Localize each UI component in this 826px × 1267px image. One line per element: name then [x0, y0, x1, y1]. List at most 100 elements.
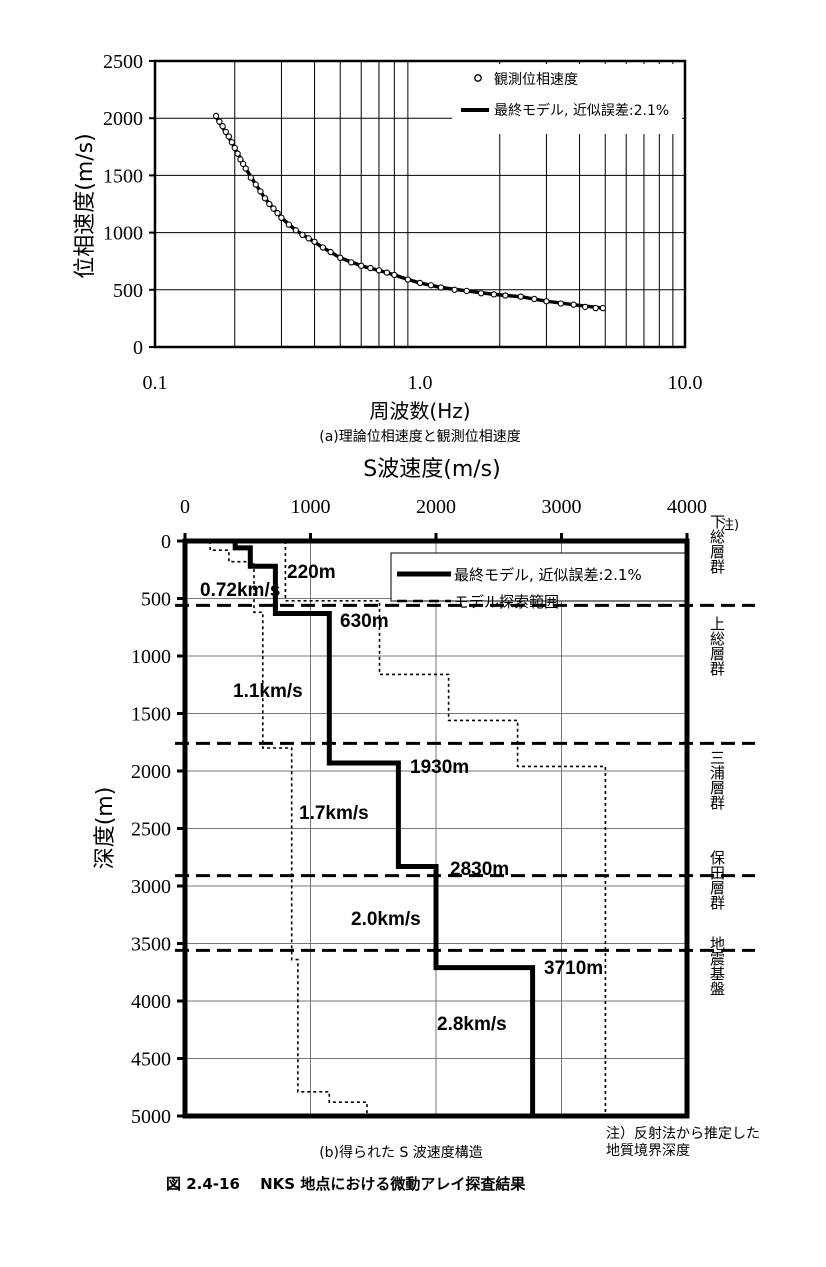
x-tick-labels: 0 1000 2000 3000 4000 — [180, 496, 707, 518]
observed-point — [490, 291, 498, 298]
observed-point — [477, 290, 485, 297]
y-axis-label: 深度(m) — [93, 787, 118, 870]
search-range-max-line — [284, 541, 607, 1116]
y-tick-label: 5000 — [131, 1106, 171, 1128]
observed-point — [416, 279, 424, 287]
top-axis-label: S波速度(m/s) — [363, 457, 500, 482]
note-text: 注）反射法から推定した地質境界深度 — [606, 1126, 760, 1159]
observed-point — [212, 112, 220, 120]
y-tick-label: 4000 — [131, 991, 171, 1013]
observed-point — [299, 231, 306, 239]
observed-point — [327, 248, 334, 256]
y-tick-label: 2500 — [131, 819, 171, 841]
observed-point — [234, 150, 241, 157]
legend: 観測位相速度 最終モデル, 近似誤差:2.1% — [452, 64, 682, 134]
observed-point — [237, 156, 244, 163]
geology-label-hota: 保田層群 — [708, 850, 726, 910]
plot-frame — [153, 59, 687, 349]
observed-point — [404, 276, 412, 283]
observed-point — [292, 227, 299, 234]
grid-lines — [177, 533, 689, 1118]
caption-a: (a)理論位相速度と観測位相速度 — [319, 428, 521, 445]
observed-point — [278, 214, 285, 221]
observed-point — [592, 304, 599, 312]
observed-point — [252, 181, 259, 188]
y-tick-label: 4500 — [131, 1049, 171, 1071]
y-tick-label: 1500 — [131, 704, 171, 726]
x-tick-label: 0 — [180, 496, 190, 518]
observed-point — [219, 123, 226, 130]
y-tick-labels: 0 500 1000 1500 2000 2500 3000 3500 4000 4500 5000 — [131, 531, 171, 1128]
observed-point — [319, 244, 327, 251]
observed-point — [239, 160, 247, 168]
x-tick-label: 0.1 — [143, 372, 168, 394]
y-tick-label: 0 — [161, 531, 171, 553]
caption-b: (b)得られた S 波速度構造 — [319, 1144, 483, 1161]
legend-marker-observed — [474, 74, 482, 82]
observed-point — [367, 264, 374, 272]
x-tick-label: 10.0 — [668, 372, 703, 394]
y-tick-label: 500 — [113, 280, 143, 302]
annot-0.72kms: 0.72km/s — [200, 580, 280, 601]
figure-caption: 図 2.4-16 NKS 地点における微動アレイ探査結果 — [166, 1175, 526, 1193]
observed-points — [212, 112, 607, 312]
y-tick-label: 2000 — [131, 761, 171, 783]
observed-point — [311, 238, 318, 245]
observed-point — [247, 174, 255, 181]
x-tick-label: 1.0 — [408, 372, 433, 394]
y-tick-label: 500 — [141, 589, 171, 611]
observed-point — [557, 300, 564, 307]
boundary-lines — [175, 603, 755, 952]
y-tick-label: 2000 — [103, 108, 143, 130]
observed-point — [231, 144, 238, 152]
y-tick-label: 2500 — [103, 51, 143, 73]
legend-label-model: 最終モデル, 近似誤差:2.1% — [454, 566, 642, 584]
annot-2.0kms: 2.0km/s — [351, 909, 421, 930]
observed-point — [261, 195, 269, 202]
y-tick-label: 1000 — [131, 646, 171, 668]
annot-220m: 220m — [287, 562, 336, 583]
observed-point — [531, 295, 538, 303]
observed-point — [274, 210, 281, 217]
y-tick-label: 3000 — [131, 876, 171, 898]
observed-point — [348, 259, 355, 266]
note-box: 注）反射法から推定した地質境界深度 — [606, 1126, 760, 1159]
x-axis-label: 周波数(Hz) — [369, 399, 470, 423]
observed-point — [502, 292, 509, 299]
x-tick-label: 3000 — [542, 496, 582, 518]
y-axis-label: 位相速度(m/s) — [73, 133, 98, 278]
x-tick-labels: 0.1 1.0 10.0 — [143, 372, 703, 394]
plot-frame — [182, 538, 690, 1119]
observed-point — [266, 200, 273, 208]
observed-point — [305, 235, 312, 242]
observed-point — [222, 128, 229, 136]
observed-point — [543, 298, 550, 305]
geology-label-miura: 三浦層群 — [708, 750, 726, 810]
geology-label-kazusa: 上総層群 — [708, 616, 726, 676]
y-tick-labels: 0 500 1000 1500 2000 2500 — [103, 51, 143, 359]
annot-2830m: 2830m — [450, 859, 509, 880]
y-tick-label: 1000 — [103, 223, 143, 245]
s-wave-velocity-chart: S波速度(m/s) 0 1000 2000 3000 4000 0 500 1000 1500… — [93, 457, 760, 1161]
observed-point — [570, 301, 577, 308]
geology-label-shimousa: 下総層群 — [708, 514, 726, 574]
annot-1.1kms: 1.1km/s — [233, 681, 303, 702]
annot-1930m: 1930m — [410, 757, 469, 778]
observed-point — [257, 188, 264, 195]
observed-point — [375, 267, 383, 274]
observed-point — [437, 284, 445, 291]
observed-point — [383, 269, 391, 276]
geology-label-basement: 地震基盤 — [708, 936, 726, 996]
annot-2.8kms: 2.8km/s — [437, 1014, 507, 1035]
observed-point — [337, 254, 344, 261]
legend-label-observed: 観測位相速度 — [494, 71, 578, 88]
x-tick-label: 4000 — [667, 496, 707, 518]
observed-point — [358, 262, 365, 269]
observed-point — [285, 221, 293, 228]
observed-point — [242, 165, 249, 172]
observed-point — [270, 205, 277, 212]
annot-3710m: 3710m — [544, 958, 603, 979]
observed-point — [582, 303, 589, 311]
legend: 最終モデル, 近似誤差:2.1% モデル探索範囲 — [390, 552, 687, 611]
